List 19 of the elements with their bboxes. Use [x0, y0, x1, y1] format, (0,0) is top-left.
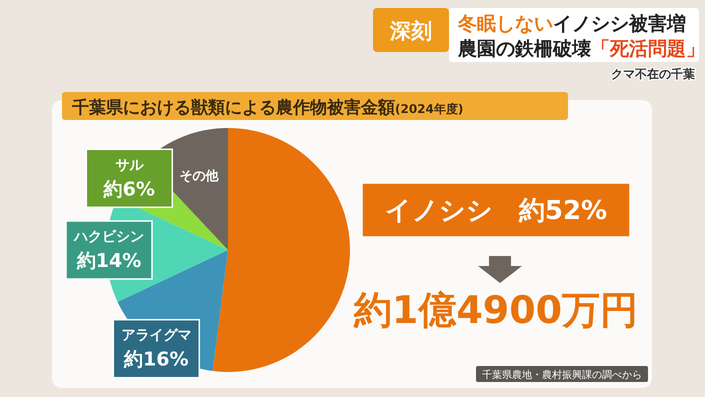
text: イノシシ被害増: [553, 13, 686, 35]
data-label: 約14%: [76, 250, 142, 272]
text: 「死活問題」: [591, 38, 705, 60]
chart-subtitle: (2024年度): [395, 102, 464, 116]
text: クマ不在の千葉: [611, 67, 695, 81]
slice-label: アライグマ: [121, 328, 192, 344]
slice-label: イノシシ: [384, 196, 493, 226]
data-label: 約6%: [102, 178, 155, 200]
text: 約1億4900万円: [352, 288, 638, 332]
text: 千葉県農地・農村振興課の調べから: [482, 369, 642, 381]
data-label: 約52%: [518, 196, 608, 226]
slice-label: サル: [115, 157, 144, 174]
text: 農園の鉄柵破壊: [457, 38, 591, 60]
text: 冬眠しない: [457, 13, 553, 35]
text: 深刻: [389, 19, 432, 43]
slice-label: ハクビシン: [73, 229, 144, 245]
chart-title: 千葉県における獣類による農作物被害金額: [71, 98, 395, 118]
slice-label: その他: [179, 168, 220, 184]
data-label: 約16%: [123, 348, 189, 371]
